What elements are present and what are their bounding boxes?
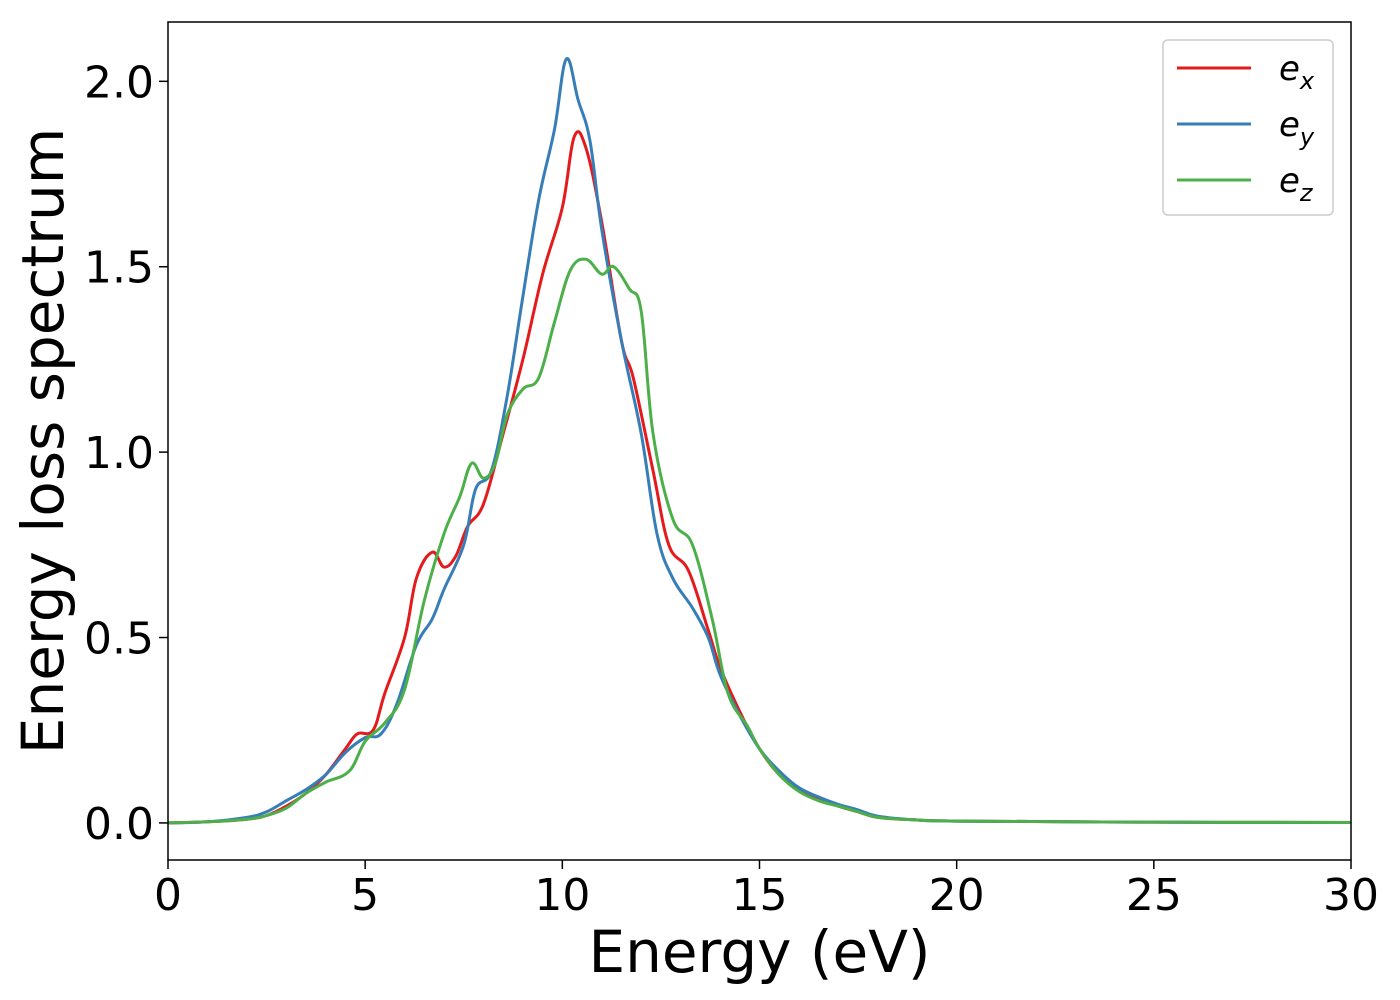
x-tick-label: 20 xyxy=(929,870,985,921)
y-tick-label: 1.5 xyxy=(84,243,154,294)
x-tick-label: 15 xyxy=(732,870,788,921)
x-axis-ticks: 0 5 10 15 20 25 30 xyxy=(154,860,1379,921)
legend: ex ey ez xyxy=(1162,39,1334,216)
series-line-ex xyxy=(168,130,1351,825)
x-tick-label: 5 xyxy=(351,870,379,921)
y-axis-ticks: 0.0 0.5 1.0 1.5 2.0 xyxy=(84,57,168,850)
x-tick-label: 10 xyxy=(534,870,590,921)
y-tick-label: 1.0 xyxy=(84,428,154,479)
x-tick-label: 30 xyxy=(1323,870,1379,921)
legend-box xyxy=(1162,39,1334,216)
x-axis-title: Energy (eV) xyxy=(588,918,930,986)
series-line-ey xyxy=(168,57,1351,825)
legend-label-ey: ey xyxy=(1279,105,1315,151)
y-tick-label: 2.0 xyxy=(84,57,154,108)
legend-label-ez: ez xyxy=(1279,161,1314,207)
y-tick-label: 0.5 xyxy=(84,614,154,665)
y-axis-title: Energy loss spectrum xyxy=(9,128,77,754)
series-lines xyxy=(168,57,1351,825)
y-tick-label: 0.0 xyxy=(84,799,154,850)
legend-label-ex: ex xyxy=(1279,49,1315,95)
x-tick-label: 0 xyxy=(154,870,182,921)
x-tick-label: 25 xyxy=(1126,870,1182,921)
series-line-ez xyxy=(168,257,1351,825)
